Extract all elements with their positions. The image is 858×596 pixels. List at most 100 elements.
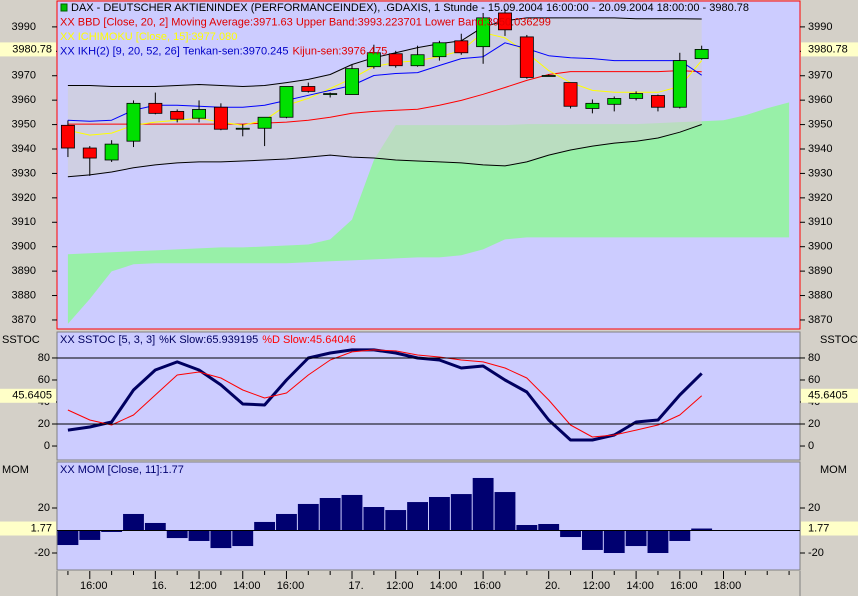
x-tick-label: 16:00	[670, 580, 698, 592]
candle-body	[148, 102, 163, 114]
y-tick-label: 3900	[12, 241, 36, 253]
y-tick-label: -20	[34, 547, 50, 559]
candle-body	[432, 42, 447, 58]
candle-body	[410, 54, 425, 67]
band-area	[67, 17, 702, 177]
candle-body	[82, 147, 97, 159]
candle-body	[301, 86, 316, 92]
bar	[297, 503, 319, 531]
panel-label: MOM	[2, 464, 29, 476]
x-tick-label: 17.	[348, 580, 363, 592]
bar	[429, 496, 450, 531]
bar	[516, 525, 538, 531]
y-tick-label: 3890	[808, 265, 832, 277]
bar	[647, 530, 669, 554]
bar	[407, 502, 428, 531]
panel-label: MOM	[820, 464, 847, 476]
x-tick-label: 20.	[545, 580, 560, 592]
y-tick-label: -20	[808, 547, 824, 559]
last-value-box	[801, 42, 858, 57]
series-line	[67, 348, 703, 442]
legend-row: XX SSTOC [5, 3, 3] %K Slow:65.939195 %D Sl…	[60, 334, 356, 346]
y-tick-label: 3940	[808, 143, 832, 155]
x-tick-label: 16:00	[277, 580, 305, 592]
bar	[254, 521, 276, 531]
y-tick-label: 3970	[12, 70, 36, 82]
last-value-box	[0, 388, 56, 403]
x-tick-label: 16:00	[80, 580, 108, 592]
candle-body	[60, 124, 75, 149]
bar	[538, 523, 560, 531]
y-tick-label: 3920	[808, 192, 832, 204]
plot-area	[56, 461, 801, 571]
y-tick-label: 20	[38, 418, 50, 430]
bar	[625, 530, 647, 547]
bar	[494, 492, 516, 531]
legend-row: XX MOM [Close, 11]:1.77	[60, 464, 184, 476]
legend-entry: XX IKH(2) [9, 20, 52, 26] Tenkan-sen:397…	[60, 45, 289, 57]
y-tick-label: 20	[808, 502, 820, 514]
last-value-label: 1.77	[808, 522, 829, 534]
plot-area	[56, 331, 801, 461]
candle-body	[170, 110, 185, 120]
candle-body	[279, 86, 294, 118]
legend-title: XX SSTOC [5, 3, 3]	[60, 334, 155, 346]
legend-row: XX IKH(2) [9, 20, 52, 26] Tenkan-sen:397…	[60, 45, 387, 57]
candle-body	[388, 53, 403, 67]
x-tick-label: 14:00	[430, 580, 458, 592]
y-tick-label: 3920	[12, 192, 36, 204]
y-tick-label: 0	[808, 440, 814, 452]
candle-body	[651, 95, 665, 108]
y-tick-label: 3960	[12, 94, 36, 106]
candle-body	[257, 116, 272, 129]
candle-body	[235, 127, 250, 130]
y-tick-label: 20	[808, 418, 820, 430]
last-value-label: 3980.78	[12, 43, 52, 55]
y-tick-label: 3910	[808, 216, 832, 228]
legend-entry: XX BBD [Close, 20, 2] Moving Average:397…	[60, 16, 551, 28]
bar	[276, 513, 297, 531]
panel-label: SSTOC	[820, 334, 858, 346]
y-tick-label: 3950	[12, 118, 36, 130]
y-tick-label: 3910	[12, 216, 36, 228]
last-value-label: 45.6405	[12, 390, 52, 402]
legend-title: XX MOM [Close, 11]:1.77	[60, 464, 184, 476]
y-tick-label: 3870	[12, 314, 36, 326]
x-tick-label: 14:00	[233, 580, 261, 592]
candle-body	[192, 109, 207, 119]
legend-row: XX BBD [Close, 20, 2] Moving Average:397…	[60, 16, 551, 28]
bar	[385, 510, 407, 531]
title-icon	[60, 3, 68, 12]
candle-body	[366, 52, 381, 68]
candle-body	[126, 102, 141, 142]
y-tick-label: 20	[38, 502, 50, 514]
y-tick-label: 3890	[12, 265, 36, 277]
series-line	[67, 349, 703, 438]
last-value-label: 45.6405	[808, 390, 848, 402]
band-area	[67, 102, 790, 324]
x-tick-label: 12:00	[189, 580, 217, 592]
candle-body	[104, 143, 119, 161]
x-tick-label: 16.	[152, 580, 167, 592]
legend-entry: %K Slow:65.939195	[159, 334, 258, 346]
y-tick-label: 3930	[808, 167, 832, 179]
y-tick-label: 60	[808, 374, 820, 386]
x-tick-label: 16:00	[473, 580, 501, 592]
last-value-box	[801, 521, 858, 536]
last-value-box	[0, 521, 56, 536]
y-tick-label: 3880	[808, 289, 832, 301]
candle-body	[345, 68, 359, 95]
candle-body	[672, 60, 687, 108]
candle-body	[519, 36, 534, 78]
legend-entry: Kijun-sen:3976.475	[293, 45, 388, 57]
bar	[210, 530, 232, 549]
y-tick-label: 60	[38, 374, 50, 386]
legend-entry: XX ICHIMOKU [Close, 15]:3977.080	[60, 31, 237, 43]
candle-body	[498, 12, 512, 31]
y-tick-label: 3950	[808, 118, 832, 130]
bar	[101, 530, 123, 532]
panel-label: SSTOC	[2, 334, 40, 346]
bar	[57, 530, 79, 546]
y-tick-label: 80	[38, 352, 50, 364]
